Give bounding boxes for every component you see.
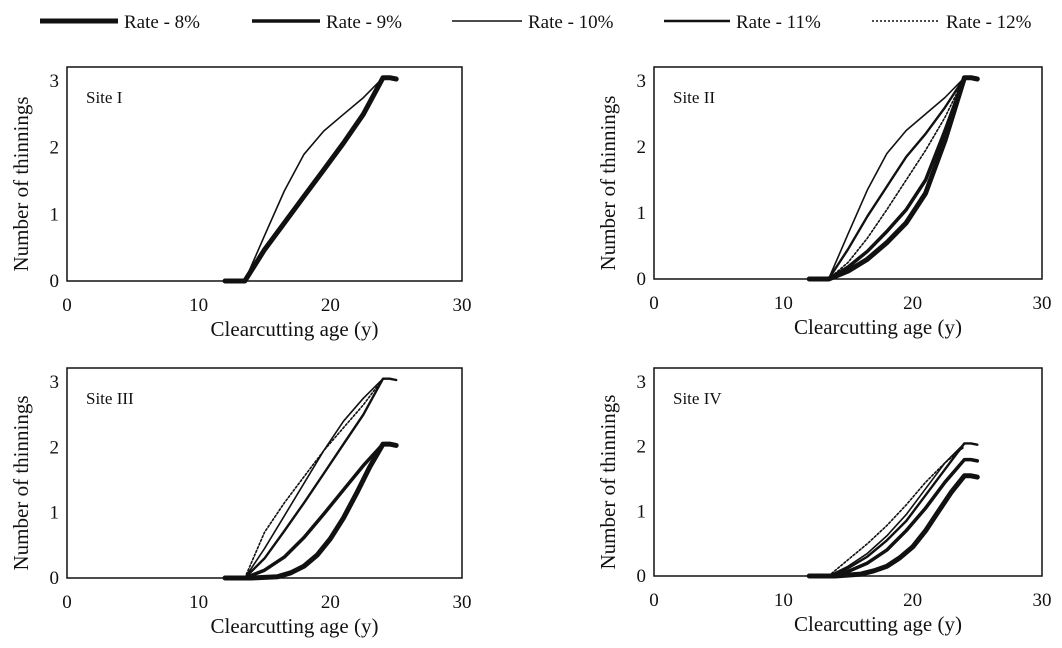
panel-title: Site II <box>673 88 715 107</box>
series-line-2 <box>243 442 398 580</box>
series-line-5 <box>827 76 979 280</box>
chart-legend: Rate - 8% Rate - 9% Rate - 10% Rate - 11… <box>40 12 1032 33</box>
x-axis-label: Clearcutting age (y) <box>794 315 962 339</box>
x-axis-label: Clearcutting age (y) <box>794 612 962 636</box>
legend-label-rate-8: Rate - 8% <box>124 12 200 33</box>
x-tick-label: 10 <box>189 592 208 613</box>
y-tick-label: 1 <box>637 501 647 522</box>
y-tick-label: 0 <box>637 269 647 290</box>
series-line-4 <box>223 76 398 283</box>
y-tick-label: 0 <box>50 568 60 589</box>
x-tick-label: 20 <box>903 590 922 611</box>
y-tick-label: 2 <box>50 138 60 159</box>
x-tick-label: 10 <box>774 293 793 314</box>
series-line-1 <box>222 75 399 284</box>
legend-label-rate-10: Rate - 10% <box>528 12 614 33</box>
series-line-1 <box>222 441 399 581</box>
y-axis-label: Number of thinnings <box>9 396 33 571</box>
y-axis-label: Number of thinnings <box>596 96 620 271</box>
x-tick-label: 30 <box>453 295 472 316</box>
y-tick-label: 3 <box>637 372 647 393</box>
series-line-2 <box>826 75 980 281</box>
legend-entry-rate-10: Rate - 10% <box>452 12 614 33</box>
series-line-3 <box>244 76 398 282</box>
x-tick-label: 30 <box>1033 293 1052 314</box>
legend-label-rate-9: Rate - 9% <box>326 12 402 33</box>
y-tick-label: 1 <box>50 503 60 524</box>
y-tick-label: 3 <box>50 372 60 393</box>
plot-frame <box>66 66 463 282</box>
series-line-2 <box>223 75 398 283</box>
y-tick-label: 2 <box>637 437 647 458</box>
x-tick-label: 20 <box>321 592 340 613</box>
legend-entry-rate-12: Rate - 12% <box>872 12 1032 33</box>
x-tick-label: 20 <box>903 293 922 314</box>
y-tick-label: 2 <box>637 137 647 158</box>
y-tick-label: 2 <box>50 437 60 458</box>
x-tick-label: 0 <box>62 295 72 316</box>
x-tick-label: 10 <box>189 295 208 316</box>
y-tick-label: 1 <box>637 203 647 224</box>
x-axis-label: Clearcutting age (y) <box>211 317 379 341</box>
series-line-4 <box>827 442 979 578</box>
x-tick-label: 20 <box>321 295 340 316</box>
x-tick-label: 0 <box>649 590 659 611</box>
series-line-2 <box>826 457 980 578</box>
panel-title: Site III <box>86 389 134 408</box>
x-axis-label: Clearcutting age (y) <box>211 614 379 638</box>
series-line-5 <box>827 445 966 577</box>
legend-label-rate-11: Rate - 11% <box>736 12 821 33</box>
y-tick-label: 3 <box>637 71 647 92</box>
series-line-5 <box>224 76 398 282</box>
y-tick-label: 0 <box>637 566 647 587</box>
panel-title: Site IV <box>673 389 722 408</box>
legend-entry-rate-11: Rate - 11% <box>664 12 821 33</box>
series-line-5 <box>244 377 398 579</box>
x-tick-label: 10 <box>774 590 793 611</box>
panel-title: Site I <box>86 88 123 107</box>
legend-entry-rate-8: Rate - 8% <box>40 12 200 33</box>
y-tick-label: 0 <box>50 271 60 292</box>
plot-frame <box>653 66 1043 280</box>
y-axis-label: Number of thinnings <box>596 395 620 570</box>
x-tick-label: 0 <box>649 293 659 314</box>
x-tick-label: 30 <box>453 592 472 613</box>
x-tick-label: 0 <box>62 592 72 613</box>
y-axis-label: Number of thinnings <box>9 97 33 272</box>
y-tick-label: 1 <box>50 204 60 225</box>
x-tick-label: 30 <box>1033 590 1052 611</box>
legend-entry-rate-9: Rate - 9% <box>252 12 402 33</box>
series-line-1 <box>806 473 980 579</box>
legend-label-rate-12: Rate - 12% <box>946 12 1032 33</box>
y-tick-label: 3 <box>50 71 60 92</box>
